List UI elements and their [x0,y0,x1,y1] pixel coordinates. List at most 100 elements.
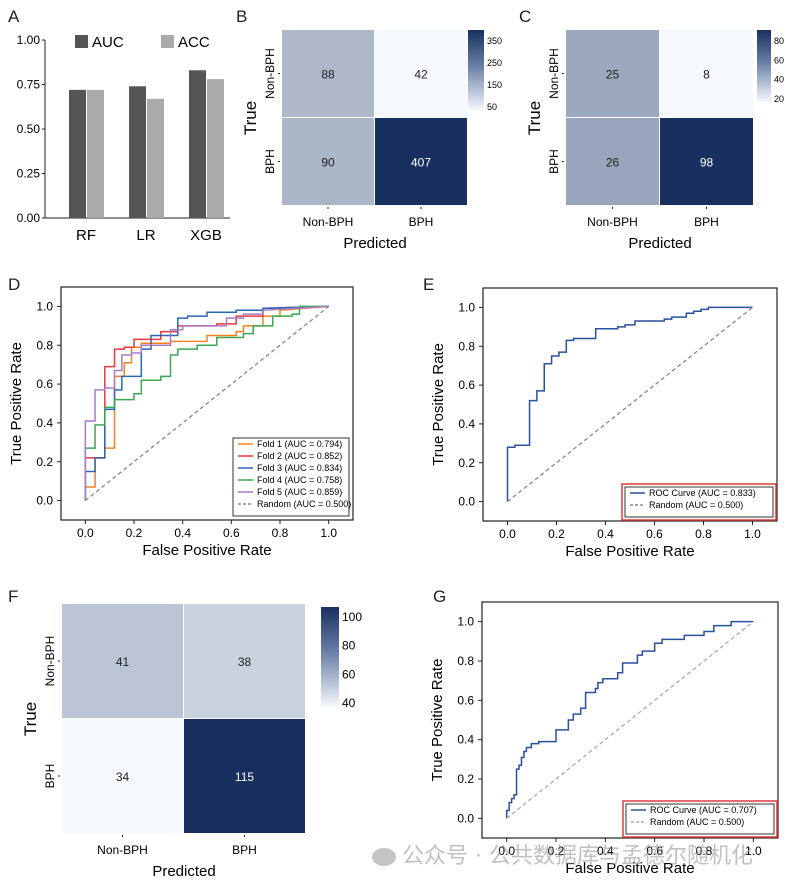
y-tick-label: 0.6 [36,377,53,391]
colorbar-tick-label: 60 [774,55,784,65]
legend-label: Random (AUC = 0.500) [649,500,743,510]
cell-value: 26 [606,156,620,170]
y-tick-label: 0.8 [457,654,474,668]
colorbar-tick-label: 350 [487,36,502,46]
cell-value: 42 [414,68,428,82]
bar-chart-a: 0.00 0.25 0.50 0.75 1.00 RF LR XGB AUC ACC [17,33,230,244]
y-tick-label: 0.00 [17,211,41,225]
x-tick-label: 0.8 [272,526,289,540]
x-axis-title: Predicted [628,235,691,252]
x-axis-title: Predicted [152,863,215,880]
x-axis-title: False Positive Rate [565,543,694,560]
legend-label: Fold 5 (AUC = 0.859) [257,487,342,497]
legend-label-auc: AUC [92,34,124,51]
col-label: Non-BPH [303,215,354,229]
legend-label-acc: ACC [178,34,210,51]
plot-frame [60,286,354,521]
cell-value: 25 [606,68,620,82]
panel-label-e: E [423,275,434,294]
roc-curve-line [84,305,329,501]
random-baseline-line [84,305,330,502]
colorbar-tick-label: 250 [487,58,502,68]
bar-auc-xgb [189,70,206,218]
colorbar [468,30,484,110]
plot-frame [481,601,779,839]
legend-box [624,486,774,518]
colorbar-tick-label: 80 [774,36,784,46]
x-tick-label: 1.0 [320,526,337,540]
row-label: Non-BPH [263,48,277,99]
x-axis-title: False Positive Rate [142,542,271,559]
heatmap-cell [62,604,183,718]
x-tick-label: XGB [190,227,222,244]
panel-label-g: G [433,587,446,606]
x-tick-label: 0.2 [548,844,565,858]
legend-label: Fold 2 (AUC = 0.852) [257,451,342,461]
colorbar-tick-label: 100 [342,610,362,624]
y-tick-label: 0.4 [457,733,474,747]
y-axis-title: True Positive Rate [429,659,446,782]
bar-auc-lr [129,86,146,218]
x-tick-label: 0.8 [696,844,713,858]
col-label: BPH [694,215,719,229]
x-axis-title: False Positive Rate [565,860,694,877]
bar-acc-xgb [207,79,224,218]
legend-swatch-acc [161,35,174,48]
x-tick-label: 0.6 [646,527,663,541]
roc-curve-line [506,306,753,502]
bar-auc-rf [69,89,86,218]
random-baseline-line [507,306,753,503]
x-tick-label: 0.8 [695,527,712,541]
panel-label-c: C [519,7,531,26]
y-tick-label: 1.0 [457,615,474,629]
cell-value: 407 [411,156,431,170]
row-label: BPH [43,764,57,789]
y-tick-label: 0.25 [17,167,41,181]
x-tick-label: 0.0 [499,527,516,541]
colorbar-tick-label: 40 [342,696,356,710]
heatmap-cell [282,118,374,205]
cell-value: 8 [703,68,710,82]
legend-label: ROC Curve (AUC = 0.833) [649,488,756,498]
colorbar-tick-label: 50 [487,102,497,112]
colorbar-tick-label: 40 [774,75,784,85]
y-tick-label: 0.6 [457,693,474,707]
y-tick-label: 0.2 [457,772,474,786]
y-tick-label: 0.50 [17,122,41,136]
cell-value: 34 [116,770,130,784]
legend-highlight-box [621,483,777,521]
x-tick-label: LR [136,227,155,244]
x-tick-label: 0.4 [597,527,614,541]
x-tick-label: RF [76,227,96,244]
y-tick-label: 0.2 [458,456,475,470]
roc-curve-line [84,305,329,501]
roc-chart-e: 0.0 0.2 0.4 0.6 0.8 1.0 0.0 0.2 0.4 0.6 0.8 1.0 Fals… [430,287,778,560]
y-tick-label: 0.0 [36,494,53,508]
legend-box [625,803,775,835]
col-label: BPH [232,843,257,857]
y-axis-title: True [21,702,40,736]
x-tick-label: 0.2 [126,526,143,540]
bar-acc-lr [147,98,164,218]
y-tick-label: 1.00 [17,33,41,47]
panel-label-d: D [8,275,20,294]
heatmap-cell [282,30,374,117]
legend-swatch-auc [75,35,88,48]
colorbar-tick-label: 80 [342,639,356,653]
x-tick-label: 1.0 [744,527,761,541]
heatmap-cell [62,719,183,833]
x-tick-label: 0.6 [646,844,663,858]
x-tick-label: 0.4 [174,526,191,540]
bar-acc-rf [87,89,104,218]
random-baseline-line [506,621,754,819]
heatmap-cell [566,30,659,117]
y-tick-label: 0.6 [458,378,475,392]
y-tick-label: 0.0 [458,495,475,509]
col-label: Non-BPH [97,843,148,857]
watermark: 公众号 · 公共数据库与孟德尔随机化 [372,838,753,870]
y-tick-label: 1.0 [36,299,53,313]
y-axis-title: True Positive Rate [430,343,447,466]
cell-value: 90 [321,156,335,170]
wechat-icon [372,848,396,866]
